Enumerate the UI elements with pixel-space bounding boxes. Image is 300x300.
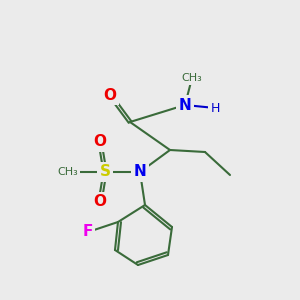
Text: N: N [178,98,191,112]
Text: N: N [134,164,146,179]
Text: O: O [94,134,106,149]
Text: CH₃: CH₃ [58,167,78,177]
Text: H: H [210,101,220,115]
Text: CH₃: CH₃ [182,73,203,83]
Text: F: F [83,224,93,239]
Text: S: S [100,164,110,179]
Text: O: O [94,194,106,209]
Text: O: O [103,88,116,103]
